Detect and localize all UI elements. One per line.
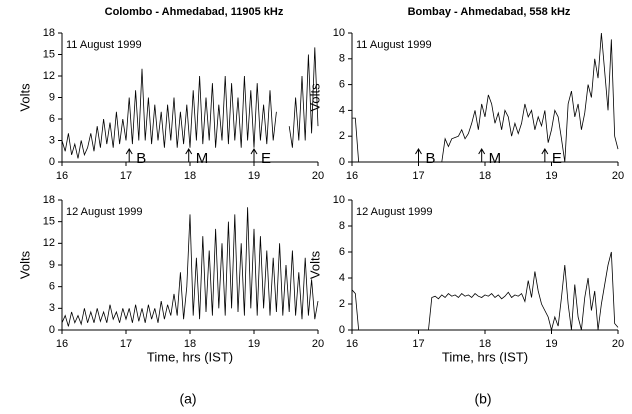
y-tick-label: 4 (339, 104, 345, 116)
y-tick-label: 0 (339, 324, 345, 336)
x-tick-label: 20 (612, 338, 624, 350)
x-tick-label: 19 (248, 170, 260, 182)
y-tick-label: 18 (43, 194, 55, 206)
date-annotation: 11 August 1999 (356, 39, 432, 51)
y-tick-label: 18 (43, 27, 55, 39)
y-tick-label: 2 (339, 298, 345, 310)
event-arrow (185, 148, 193, 162)
event-label: E (552, 150, 562, 167)
y-tick-label: 0 (339, 156, 345, 168)
event-label: B (136, 150, 146, 167)
x-tick-label: 18 (184, 338, 196, 350)
date-annotation: 12 August 1999 (66, 206, 142, 218)
x-tick-label: 20 (612, 170, 624, 182)
y-tick-label: 9 (49, 259, 55, 271)
x-tick-label: 19 (545, 170, 557, 182)
y-tick-label: 6 (49, 113, 55, 125)
event-arrow (125, 148, 133, 162)
event-label: M (196, 150, 209, 167)
y-tick-label: 6 (339, 246, 345, 258)
event-label: B (426, 150, 436, 167)
panel-title: Bombay - Ahmedabad, 558 kHz (408, 6, 571, 18)
y-tick-label: 15 (43, 48, 55, 60)
y-axis-label: Volts (17, 250, 32, 279)
y-tick-label: 2 (339, 130, 345, 142)
x-tick-label: 20 (312, 338, 324, 350)
x-tick-label: 18 (479, 170, 491, 182)
y-tick-label: 4 (339, 272, 345, 284)
event-arrow (250, 148, 258, 162)
y-tick-label: 12 (43, 70, 55, 82)
date-annotation: 12 August 1999 (356, 206, 432, 218)
y-tick-label: 10 (333, 194, 345, 206)
x-tick-label: 17 (412, 170, 424, 182)
y-tick-label: 3 (49, 134, 55, 146)
y-axis-label: Volts (17, 83, 32, 112)
x-tick-label: 19 (248, 338, 260, 350)
x-tick-label: 16 (56, 338, 68, 350)
x-tick-label: 17 (120, 338, 132, 350)
y-axis-label: Volts (307, 83, 322, 112)
event-arrow (478, 148, 486, 162)
panel-title: Colombo - Ahmedabad, 11905 kHz (105, 6, 284, 18)
x-tick-label: 19 (545, 338, 557, 350)
x-tick-label: 18 (184, 170, 196, 182)
y-tick-label: 8 (339, 53, 345, 65)
y-tick-label: 9 (49, 91, 55, 103)
event-label: E (261, 150, 271, 167)
x-tick-label: 16 (346, 170, 358, 182)
y-axis-label: Volts (307, 250, 322, 279)
y-tick-label: 0 (49, 324, 55, 336)
x-tick-label: 18 (479, 338, 491, 350)
x-axis-label: Time, hrs (IST) (442, 349, 528, 364)
x-tick-label: 16 (56, 170, 68, 182)
x-axis-label: Time, hrs (IST) (147, 349, 233, 364)
x-tick-label: 20 (312, 170, 324, 182)
y-tick-label: 8 (339, 220, 345, 232)
signal-line (351, 251, 619, 331)
event-arrow (541, 148, 549, 162)
x-tick-label: 16 (346, 338, 358, 350)
date-annotation: 11 August 1999 (66, 39, 142, 51)
y-tick-label: 0 (49, 156, 55, 168)
x-tick-label: 17 (120, 170, 132, 182)
event-label: M (489, 150, 502, 167)
x-tick-label: 17 (412, 338, 424, 350)
event-arrow (415, 148, 422, 162)
y-tick-label: 12 (43, 237, 55, 249)
signal-line (61, 47, 319, 159)
y-tick-label: 15 (43, 216, 55, 228)
y-tick-label: 6 (339, 79, 345, 91)
y-tick-label: 3 (49, 302, 55, 314)
panel-caption: (a) (179, 391, 196, 407)
signal-line (352, 32, 619, 163)
y-tick-label: 10 (333, 27, 345, 39)
signal-line (61, 207, 319, 327)
panel-caption: (b) (474, 391, 491, 407)
y-tick-label: 6 (49, 281, 55, 293)
